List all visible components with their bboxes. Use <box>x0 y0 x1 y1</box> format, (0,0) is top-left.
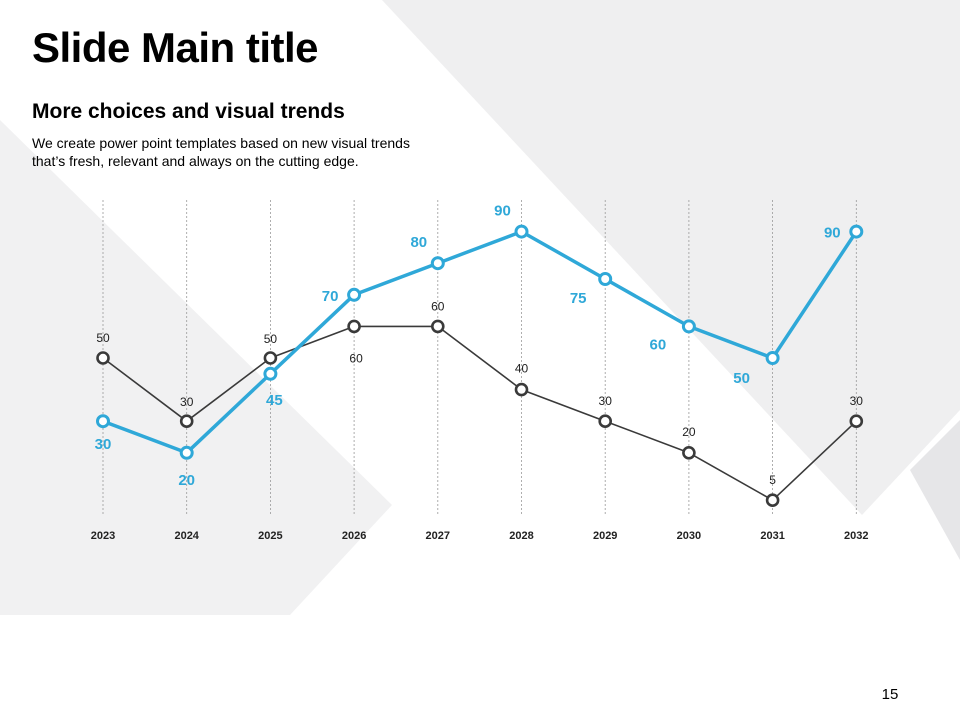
data-label-dark: 60 <box>431 299 445 313</box>
data-point-dark <box>263 351 278 365</box>
x-tick-label: 2027 <box>426 530 450 542</box>
data-label-blue: 90 <box>494 203 511 220</box>
data-point-blue <box>263 366 278 381</box>
data-point-dark <box>849 414 864 429</box>
data-label-blue: 30 <box>95 436 112 453</box>
data-point-blue <box>347 287 362 302</box>
data-point-dark <box>430 319 445 334</box>
x-tick-label: 2026 <box>342 530 366 542</box>
data-point-blue <box>96 414 110 429</box>
data-label-dark: 60 <box>349 351 363 365</box>
data-point-dark <box>179 414 194 429</box>
series-line-dark <box>102 325 857 502</box>
data-label-blue: 80 <box>410 234 427 251</box>
x-tick-label: 2029 <box>593 530 617 542</box>
data-label-dark: 50 <box>96 331 110 345</box>
data-point-blue <box>598 272 613 286</box>
x-tick-label: 2023 <box>91 530 115 542</box>
x-tick-label: 2024 <box>174 530 199 542</box>
data-label-dark: 5 <box>769 473 776 487</box>
x-tick-label: 2032 <box>844 530 868 542</box>
x-tick-label: 2030 <box>677 530 701 542</box>
data-point-dark <box>96 351 110 365</box>
slide-title: Slide Main title <box>32 24 319 71</box>
x-tick-label: 2025 <box>258 530 282 542</box>
data-label-blue: 70 <box>322 288 339 305</box>
data-label-dark: 20 <box>682 425 696 439</box>
data-point-blue <box>849 224 864 239</box>
data-label-blue: 50 <box>733 370 750 387</box>
data-label-blue: 60 <box>650 336 667 353</box>
data-label-dark: 40 <box>515 362 529 376</box>
data-point-dark <box>765 493 780 508</box>
data-point-dark <box>682 445 696 460</box>
data-label-dark: 30 <box>180 395 194 409</box>
data-point-blue <box>430 256 445 271</box>
data-point-blue <box>179 445 194 460</box>
data-point-dark <box>598 414 613 429</box>
data-point-blue <box>514 224 529 239</box>
description-line-2: that’s fresh, relevant and always on the… <box>32 153 359 169</box>
description-line-1: We create power point templates based on… <box>32 135 410 151</box>
data-point-blue <box>681 319 696 334</box>
page-number: 15 <box>881 686 899 703</box>
series-line-blue <box>102 229 858 455</box>
data-label-blue: 90 <box>824 225 841 242</box>
slide-subtitle: More choices and visual trends <box>32 100 345 123</box>
x-tick-label: 2031 <box>760 530 784 542</box>
data-label-dark: 50 <box>264 332 278 346</box>
data-label-dark: 30 <box>850 394 864 408</box>
x-tick-label: 2028 <box>509 530 533 542</box>
data-label-blue: 20 <box>178 472 195 489</box>
data-point-dark <box>347 319 361 334</box>
data-label-dark: 30 <box>599 394 613 408</box>
data-point-blue <box>765 351 780 365</box>
data-point-dark <box>514 382 529 397</box>
data-label-blue: 75 <box>570 290 587 307</box>
data-label-blue: 45 <box>266 392 283 409</box>
slide-description: We create power point templates based on… <box>32 134 492 170</box>
